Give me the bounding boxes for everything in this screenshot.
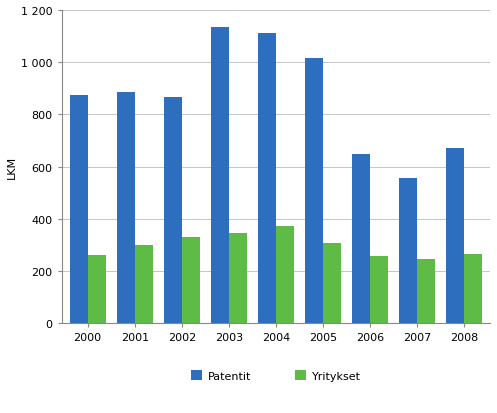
- Bar: [464, 254, 482, 324]
- Bar: [352, 155, 370, 324]
- Bar: [70, 96, 87, 324]
- Bar: [417, 260, 435, 324]
- Bar: [135, 245, 153, 324]
- Y-axis label: LKM: LKM: [7, 156, 17, 179]
- Bar: [164, 97, 182, 324]
- Bar: [305, 59, 323, 324]
- Bar: [323, 243, 341, 324]
- Bar: [182, 237, 200, 324]
- Bar: [399, 178, 417, 324]
- Bar: [229, 233, 247, 324]
- Bar: [370, 256, 388, 324]
- Legend: Patentit, Yritykset: Patentit, Yritykset: [191, 370, 361, 381]
- Bar: [87, 255, 105, 324]
- Bar: [258, 33, 276, 324]
- Bar: [276, 227, 294, 324]
- Bar: [446, 149, 464, 324]
- Bar: [117, 93, 135, 324]
- Bar: [211, 28, 229, 324]
